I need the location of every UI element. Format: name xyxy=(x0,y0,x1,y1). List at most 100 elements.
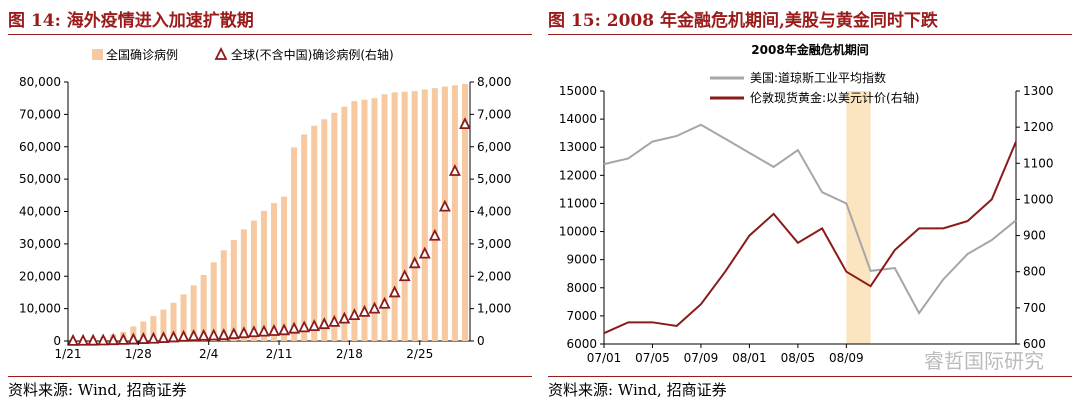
legend-swatch-bar xyxy=(92,49,103,60)
y-left-tick-label: 9000 xyxy=(566,253,597,267)
y-left-tick-label: 10,000 xyxy=(19,302,61,316)
y-left-tick-label: 7000 xyxy=(566,309,597,323)
legend-label-gold: 伦敦现货黄金:以美元计价(右轴) xyxy=(750,90,919,105)
y-left-tick-label: 13000 xyxy=(559,140,597,154)
marker-confirmed-global xyxy=(398,269,411,282)
bar-confirmed-china xyxy=(451,85,458,341)
bar-confirmed-china xyxy=(351,101,358,341)
marker-confirmed-global xyxy=(167,330,180,343)
figure-15-title: 图 15: 2008 年金融危机期间,美股与黄金同时下跌 xyxy=(548,11,938,31)
x-tick-label: 2/18 xyxy=(336,347,363,361)
y-left-tick-label: 14000 xyxy=(559,112,597,126)
marker-confirmed-global xyxy=(147,331,160,344)
bar-confirmed-china xyxy=(281,196,288,341)
bar-confirmed-china xyxy=(240,229,247,341)
marker-confirmed-global xyxy=(117,332,130,345)
bar-confirmed-china xyxy=(190,285,197,341)
x-tick-label: 08/01 xyxy=(732,351,767,365)
bar-confirmed-china xyxy=(170,302,177,341)
y-left-tick-label: 10000 xyxy=(559,225,597,239)
bar-confirmed-china xyxy=(341,106,348,341)
chart-title: 2008年金融危机期间 xyxy=(751,42,868,57)
marker-confirmed-global xyxy=(418,246,431,259)
figure-14-title: 图 14: 海外疫情进入加速扩散期 xyxy=(8,11,254,31)
bar-confirmed-china xyxy=(260,210,267,341)
title-rule xyxy=(8,34,532,35)
marker-confirmed-global xyxy=(459,117,471,129)
marker-confirmed-global xyxy=(298,320,311,333)
y-right-tick-label: 6,000 xyxy=(477,140,511,154)
marker-confirmed-global xyxy=(438,199,451,212)
bar-confirmed-china xyxy=(411,91,418,341)
y-right-tick-label: 3,000 xyxy=(477,237,511,251)
x-tick-label: 07/01 xyxy=(587,351,622,365)
marker-confirmed-global xyxy=(97,333,110,346)
x-tick-label: 2/25 xyxy=(406,347,433,361)
y-right-tick-label: 0 xyxy=(477,334,485,348)
y-left-tick-label: 8000 xyxy=(566,281,597,295)
marker-confirmed-global xyxy=(278,323,291,336)
marker-confirmed-global xyxy=(308,319,321,332)
y-left-tick-label: 6000 xyxy=(566,337,597,351)
bar-confirmed-china xyxy=(421,89,428,341)
marker-confirmed-global xyxy=(247,325,260,338)
x-tick-label: 08/09 xyxy=(829,351,864,365)
marker-confirmed-global xyxy=(67,333,79,346)
bar-confirmed-china xyxy=(371,98,378,341)
x-tick-label: 07/05 xyxy=(635,351,670,365)
source-rule xyxy=(548,376,1072,377)
x-tick-label: 2/4 xyxy=(199,347,218,361)
bar-confirmed-china xyxy=(271,203,278,341)
marker-confirmed-global xyxy=(448,164,461,176)
marker-confirmed-global xyxy=(217,328,230,341)
source-note: 资料来源: Wind, 招商证券 xyxy=(548,381,727,399)
y-right-tick-label: 1100 xyxy=(1023,156,1054,170)
marker-confirmed-global xyxy=(207,328,220,341)
marker-confirmed-global xyxy=(338,311,351,324)
source-note: 资料来源: Wind, 招商证券 xyxy=(8,381,187,399)
marker-confirmed-global xyxy=(378,296,391,309)
y-right-tick-label: 5,000 xyxy=(477,172,511,186)
bar-confirmed-china xyxy=(321,119,328,341)
bar-confirmed-china xyxy=(401,91,408,342)
marker-confirmed-global xyxy=(107,333,120,346)
y-right-tick-label: 900 xyxy=(1023,229,1046,243)
y-left-tick-label: 70,000 xyxy=(19,107,61,121)
y-left-tick-label: 15000 xyxy=(559,84,597,98)
marker-confirmed-global xyxy=(227,327,240,340)
legend-label-dow: 美国:道琼斯工业平均指数 xyxy=(750,70,886,85)
marker-confirmed-global xyxy=(358,304,371,317)
marker-confirmed-global xyxy=(187,329,200,342)
y-right-tick-label: 8,000 xyxy=(477,75,511,89)
bar-confirmed-china xyxy=(140,321,147,341)
y-left-tick-label: 50,000 xyxy=(19,172,61,186)
legend-label-marker: 全球(不含中国)确诊病例(右轴) xyxy=(231,47,394,62)
x-tick-label: 1/28 xyxy=(125,347,152,361)
y-right-tick-label: 1300 xyxy=(1023,84,1054,98)
bar-confirmed-china xyxy=(220,250,227,341)
y-right-tick-label: 4,000 xyxy=(477,205,511,219)
marker-confirmed-global xyxy=(77,333,90,346)
covid-cases-chart: 0 10,000 20,000 30,000 40,000 50,000 60,000 70,… xyxy=(19,46,511,361)
watermark-text: 睿哲国际研究 xyxy=(924,349,1044,373)
bar-confirmed-china xyxy=(200,274,207,341)
legend-swatch-marker xyxy=(214,46,228,60)
marker-confirmed-global xyxy=(428,228,441,241)
marker-confirmed-global xyxy=(137,332,150,344)
x-tick-label: 1/21 xyxy=(55,347,82,361)
x-tick-label: 07/09 xyxy=(684,351,719,365)
bar-confirmed-china xyxy=(291,147,298,341)
y-right-tick-label: 700 xyxy=(1023,301,1046,315)
marker-confirmed-global xyxy=(408,256,421,269)
y-right-tick-label: 7,000 xyxy=(477,107,511,121)
crisis-highlight-band xyxy=(846,91,871,344)
left-figure-panel: 图 14: 海外疫情进入加速扩散期 0 10,000 20,000 30,000 40,… xyxy=(8,11,532,399)
x-tick-label: 2/11 xyxy=(266,347,293,361)
marker-confirmed-global xyxy=(87,333,100,346)
marker-confirmed-global xyxy=(268,323,280,336)
y-left-tick-label: 30,000 xyxy=(19,237,61,251)
marker-confirmed-global xyxy=(177,329,190,342)
y-right-tick-label: 600 xyxy=(1023,337,1046,351)
y-left-tick-label: 40,000 xyxy=(19,205,61,219)
bar-confirmed-china xyxy=(431,88,438,341)
